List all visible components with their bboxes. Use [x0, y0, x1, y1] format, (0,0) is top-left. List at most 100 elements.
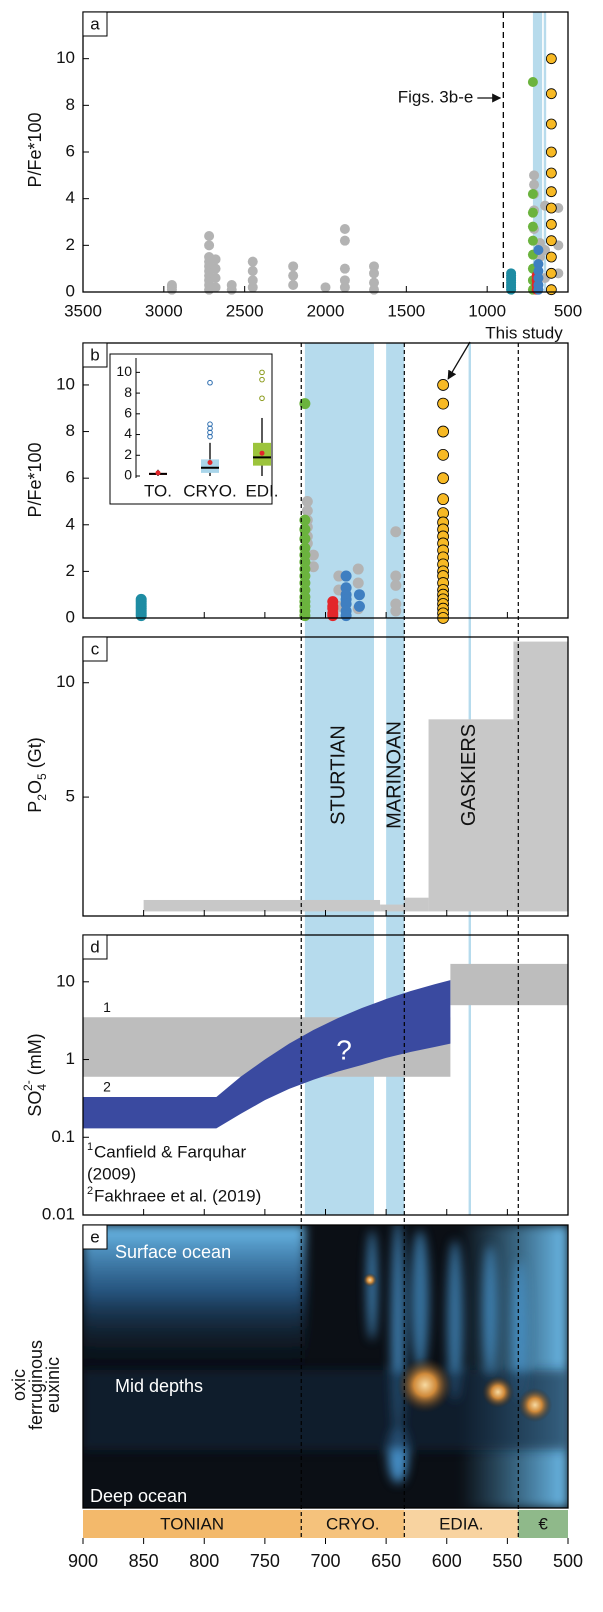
era-label: CRYO. [326, 1514, 380, 1533]
panel-label: e [90, 1227, 99, 1246]
inset-y-tick-label: 0 [124, 467, 132, 483]
data-point [354, 589, 365, 600]
panel-label: a [90, 14, 100, 33]
label-part: SO [25, 1091, 45, 1117]
data-point [211, 264, 221, 274]
euxinic-glow [518, 1388, 552, 1422]
y-axis-label: P/Fe*100 [25, 112, 45, 187]
band-label: STURTIAN [328, 725, 350, 825]
data-point [390, 526, 401, 537]
data-point [353, 578, 364, 589]
redox-image [83, 1220, 568, 1508]
inset-category: CRYO. [183, 481, 237, 500]
y-tick-label: 2 [66, 235, 75, 254]
data-point [341, 610, 352, 621]
data-point [340, 264, 350, 274]
data-point [390, 606, 401, 617]
data-point [288, 280, 298, 290]
data-point [321, 282, 331, 292]
x-tick-label: 750 [250, 1551, 280, 1571]
data-point [438, 494, 449, 505]
label-part: 4 [35, 1084, 49, 1091]
x-tick-label: 550 [492, 1551, 522, 1571]
euxinic-glow [363, 1273, 377, 1287]
data-point [288, 271, 298, 281]
data-point [288, 261, 298, 271]
x-tick-label: 2500 [226, 301, 264, 320]
reference-mark: 2 [87, 1185, 93, 1197]
data-point [529, 170, 539, 180]
annotation: This study [485, 323, 563, 342]
y-tick-label: 0.01 [42, 1204, 75, 1223]
zone-label: Deep ocean [90, 1486, 187, 1506]
y-tick-label: 2 [66, 561, 75, 580]
y-axis-label: P2O5 (Gt) [25, 737, 49, 812]
panel-label: c [91, 639, 100, 658]
y-tick-label: 10 [56, 374, 75, 393]
data-point [341, 571, 352, 582]
data-point [546, 252, 556, 262]
data-point [438, 449, 449, 460]
inset-y-tick-label: 2 [124, 446, 132, 462]
y-tick-label: 4 [66, 514, 75, 533]
y-tick-label: 6 [66, 141, 75, 160]
y-tick-label: 1 [66, 1049, 75, 1068]
data-point [533, 285, 543, 295]
inset-y-tick-label: 8 [124, 384, 132, 400]
data-point [546, 219, 556, 229]
x-tick-label: 500 [553, 1551, 583, 1571]
x-tick-label: 600 [432, 1551, 462, 1571]
reference-mark: 1 [87, 1141, 93, 1153]
x-tick-label: 900 [68, 1551, 98, 1571]
x-tick-label: 1500 [387, 301, 425, 320]
mean [260, 451, 265, 456]
data-point [438, 398, 449, 409]
data-point [546, 268, 556, 278]
data-point [353, 564, 364, 575]
inset-y-tick-label: 10 [116, 363, 132, 379]
reference-year: (2009) [87, 1164, 136, 1183]
y-tick-label: 10 [56, 48, 75, 67]
label-part: O [25, 780, 45, 794]
y-tick-label: 4 [66, 188, 75, 207]
y-tick-label: 0 [66, 281, 75, 300]
label-part: 2- [21, 1080, 35, 1091]
euxinic-glow [482, 1376, 514, 1408]
label-part: P [25, 801, 45, 813]
x-tick-label: 2000 [307, 301, 345, 320]
data-point [546, 168, 556, 178]
data-point [546, 54, 556, 64]
annotation: Figs. 3b-e [398, 87, 474, 106]
data-point [546, 285, 556, 295]
y-axis-label: SO42- (mM) [21, 1033, 49, 1116]
zone-label: Surface ocean [115, 1242, 231, 1262]
mean [156, 470, 161, 475]
y-tick-label: 5 [66, 787, 75, 806]
era-label: € [538, 1514, 548, 1533]
legend-entry: euxinic [43, 1357, 63, 1413]
data-point [528, 236, 538, 246]
y-axis-label: P/Fe*100 [25, 442, 45, 517]
band-label: GASKIERS [458, 724, 480, 826]
data-point [211, 254, 221, 264]
x-tick-label: 850 [129, 1551, 159, 1571]
data-point [211, 282, 221, 292]
data-point [506, 268, 516, 278]
data-point [227, 280, 237, 290]
streak [483, 1245, 497, 1375]
data-point [438, 379, 449, 390]
x-tick-label: 3000 [145, 301, 183, 320]
data-point [248, 275, 258, 285]
x-tick-label: 800 [189, 1551, 219, 1571]
label-part: (mM) [25, 1033, 45, 1080]
data-point [248, 266, 258, 276]
y-tick-label: 10 [56, 971, 75, 990]
euxinic-glow [397, 1357, 453, 1413]
data-point [204, 231, 214, 241]
inset-category: EDI. [245, 481, 278, 500]
x-tick-label: 700 [310, 1551, 340, 1571]
range-label: 1 [103, 999, 111, 1015]
data-point [438, 473, 449, 484]
data-point [167, 280, 177, 290]
data-point [354, 601, 365, 612]
